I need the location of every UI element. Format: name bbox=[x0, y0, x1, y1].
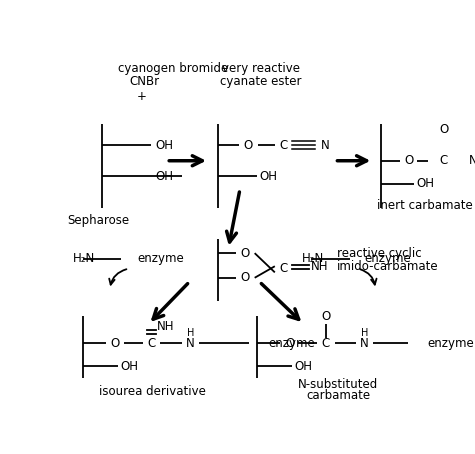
Text: imido-carbamate: imido-carbamate bbox=[337, 260, 438, 273]
Text: H: H bbox=[361, 328, 369, 338]
Text: C: C bbox=[440, 154, 448, 167]
Text: enzyme: enzyme bbox=[269, 337, 315, 350]
Text: O: O bbox=[322, 310, 331, 323]
Text: OH: OH bbox=[260, 170, 277, 183]
Text: cyanate ester: cyanate ester bbox=[220, 75, 302, 88]
Text: enzyme: enzyme bbox=[428, 337, 474, 350]
Text: O: O bbox=[241, 247, 250, 260]
Text: OH: OH bbox=[120, 360, 138, 373]
Text: N: N bbox=[321, 139, 330, 152]
Text: C: C bbox=[279, 262, 287, 275]
Text: NH: NH bbox=[157, 320, 174, 333]
Text: inert carbamate: inert carbamate bbox=[377, 199, 473, 212]
Text: NH: NH bbox=[311, 261, 329, 273]
Text: enzyme: enzyme bbox=[364, 252, 411, 265]
Text: enzyme: enzyme bbox=[137, 252, 184, 265]
Text: very reactive: very reactive bbox=[222, 62, 300, 75]
Text: O: O bbox=[244, 139, 253, 152]
Text: isourea derivative: isourea derivative bbox=[99, 385, 206, 398]
Text: carbamate: carbamate bbox=[306, 389, 370, 402]
Text: N-substituted: N-substituted bbox=[298, 378, 379, 390]
Text: N: N bbox=[361, 337, 369, 350]
Text: O: O bbox=[285, 337, 294, 350]
Text: Sepharose: Sepharose bbox=[67, 213, 129, 227]
Text: NH₂: NH₂ bbox=[469, 154, 475, 167]
Text: C: C bbox=[322, 337, 330, 350]
Text: O: O bbox=[439, 123, 448, 137]
Text: H₂N: H₂N bbox=[302, 252, 324, 265]
Text: OH: OH bbox=[416, 178, 434, 190]
Text: H₂N: H₂N bbox=[73, 252, 95, 265]
Text: cyanogen bromide: cyanogen bromide bbox=[117, 62, 228, 75]
Text: O: O bbox=[241, 271, 250, 284]
Text: O: O bbox=[111, 337, 120, 350]
Text: OH: OH bbox=[294, 360, 313, 373]
Text: OH: OH bbox=[155, 170, 173, 183]
Text: C: C bbox=[279, 139, 287, 152]
Text: CNBr: CNBr bbox=[129, 75, 159, 88]
Text: H: H bbox=[187, 328, 194, 338]
Text: reactive cyclic: reactive cyclic bbox=[337, 247, 421, 260]
Text: O: O bbox=[404, 154, 414, 167]
Text: C: C bbox=[147, 337, 156, 350]
Text: OH: OH bbox=[155, 139, 173, 152]
Text: N: N bbox=[186, 337, 195, 350]
Text: +: + bbox=[137, 90, 147, 104]
